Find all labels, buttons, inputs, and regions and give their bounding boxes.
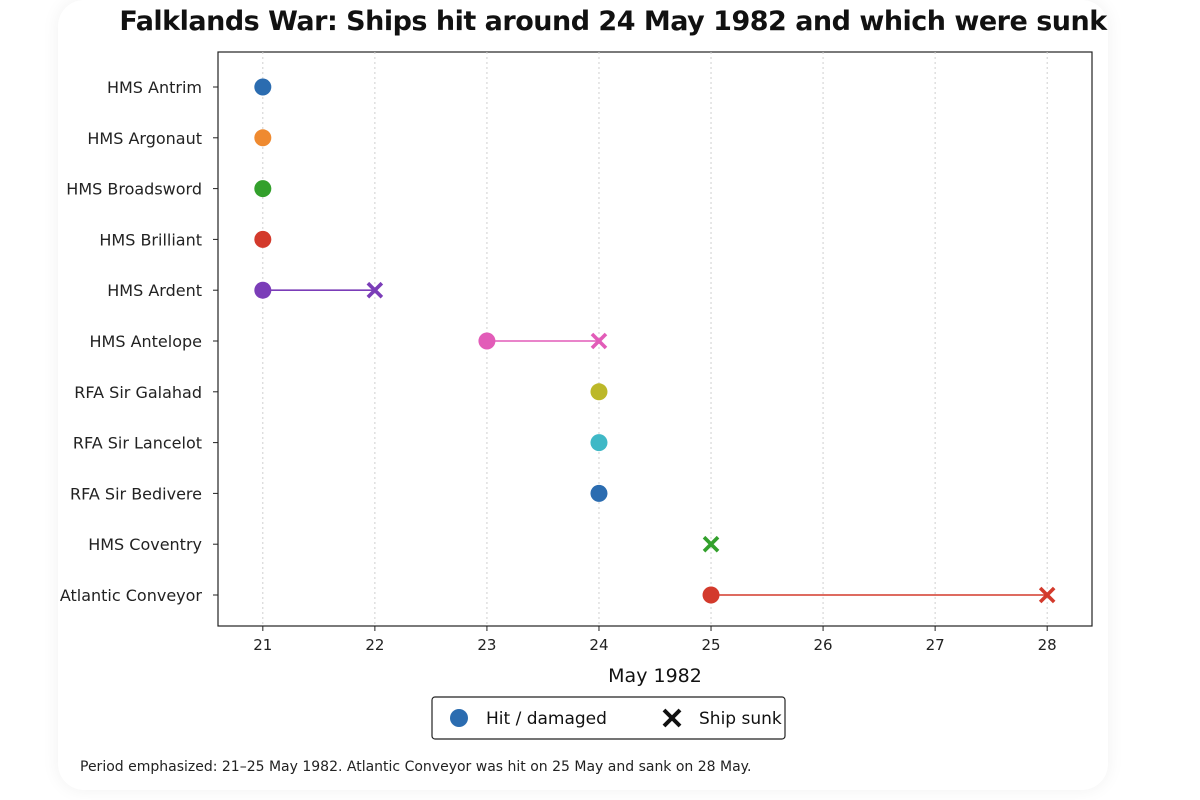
hit-marker xyxy=(478,332,496,350)
y-tick-label: RFA Sir Lancelot xyxy=(73,434,202,453)
hit-marker xyxy=(590,383,608,401)
sunk-marker xyxy=(590,332,608,350)
x-tick-label: 27 xyxy=(926,636,945,654)
x-tick-label: 23 xyxy=(477,636,496,654)
sunk-marker xyxy=(702,535,720,553)
y-tick-label: HMS Antelope xyxy=(89,332,202,351)
plot-area xyxy=(217,51,1093,627)
sunk-marker xyxy=(366,281,384,299)
hit-marker xyxy=(702,586,720,604)
legend-x-glyph xyxy=(662,708,682,728)
y-tick-label: RFA Sir Bedivere xyxy=(70,484,202,503)
footnote: Period emphasized: 21–25 May 1982. Atlan… xyxy=(80,759,752,775)
y-axis-labels: HMS Antrim HMS Argonaut HMS Broadsword HMS … xyxy=(60,78,218,605)
y-tick-label: HMS Brilliant xyxy=(99,230,202,249)
y-tick-label: RFA Sir Galahad xyxy=(74,383,202,402)
x-tick-label: 26 xyxy=(814,636,833,654)
y-tick-label: HMS Ardent xyxy=(107,281,202,300)
chart-title: Falklands War: Ships hit around 24 May 1… xyxy=(119,6,1107,37)
x-axis-title: May 1982 xyxy=(608,665,702,687)
grid-lines xyxy=(262,52,1048,626)
legend-box xyxy=(431,696,786,740)
x-tick-label: 22 xyxy=(365,636,384,654)
hit-marker xyxy=(590,484,608,502)
hit-marker xyxy=(590,434,608,452)
hit-marker xyxy=(254,180,272,198)
y-tick-label: HMS Broadsword xyxy=(66,180,202,199)
legend: Hit / damaged Ship sunk xyxy=(431,696,786,740)
legend-hit-marker xyxy=(450,709,468,727)
sunk-marker xyxy=(1038,586,1056,604)
hit-marker xyxy=(254,129,272,147)
legend-hit-label: Hit / damaged xyxy=(486,709,607,729)
series-marks xyxy=(254,78,1056,604)
hit-marker xyxy=(254,230,272,248)
x-tick-label: 28 xyxy=(1038,636,1057,654)
x-tick-label: 25 xyxy=(701,636,720,654)
chart-card xyxy=(58,0,1108,790)
legend-sunk-label: Ship sunk xyxy=(699,709,782,729)
x-axis-ticks: 21 22 23 24 25 26 27 28 xyxy=(253,626,1057,654)
x-tick-label: 21 xyxy=(253,636,272,654)
legend-sunk-marker xyxy=(662,708,682,728)
x-tick-label: 24 xyxy=(589,636,608,654)
y-tick-label: HMS Argonaut xyxy=(87,129,202,148)
hit-marker xyxy=(254,281,272,299)
y-tick-label: Atlantic Conveyor xyxy=(60,586,203,605)
y-tick-label: HMS Coventry xyxy=(88,535,202,554)
hit-marker xyxy=(254,78,272,96)
y-tick-label: HMS Antrim xyxy=(107,78,202,97)
